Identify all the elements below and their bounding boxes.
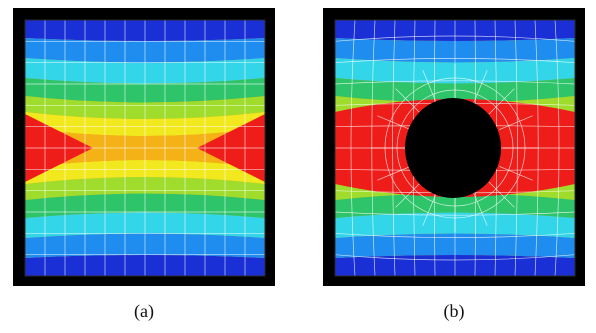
mesh-grid bbox=[25, 20, 265, 276]
contour-plot-a-graphic bbox=[24, 19, 266, 277]
circular-hole bbox=[405, 98, 501, 198]
contour-plot-b-graphic bbox=[334, 19, 576, 277]
contour-plot-b bbox=[323, 8, 585, 286]
contour-plot-a bbox=[13, 8, 275, 286]
stress-bands bbox=[335, 20, 575, 276]
plot-border bbox=[24, 19, 266, 277]
caption-a: (a) bbox=[134, 301, 154, 321]
plot-border bbox=[334, 19, 576, 277]
stress-bands bbox=[25, 20, 265, 276]
caption-b: (b) bbox=[443, 301, 465, 321]
